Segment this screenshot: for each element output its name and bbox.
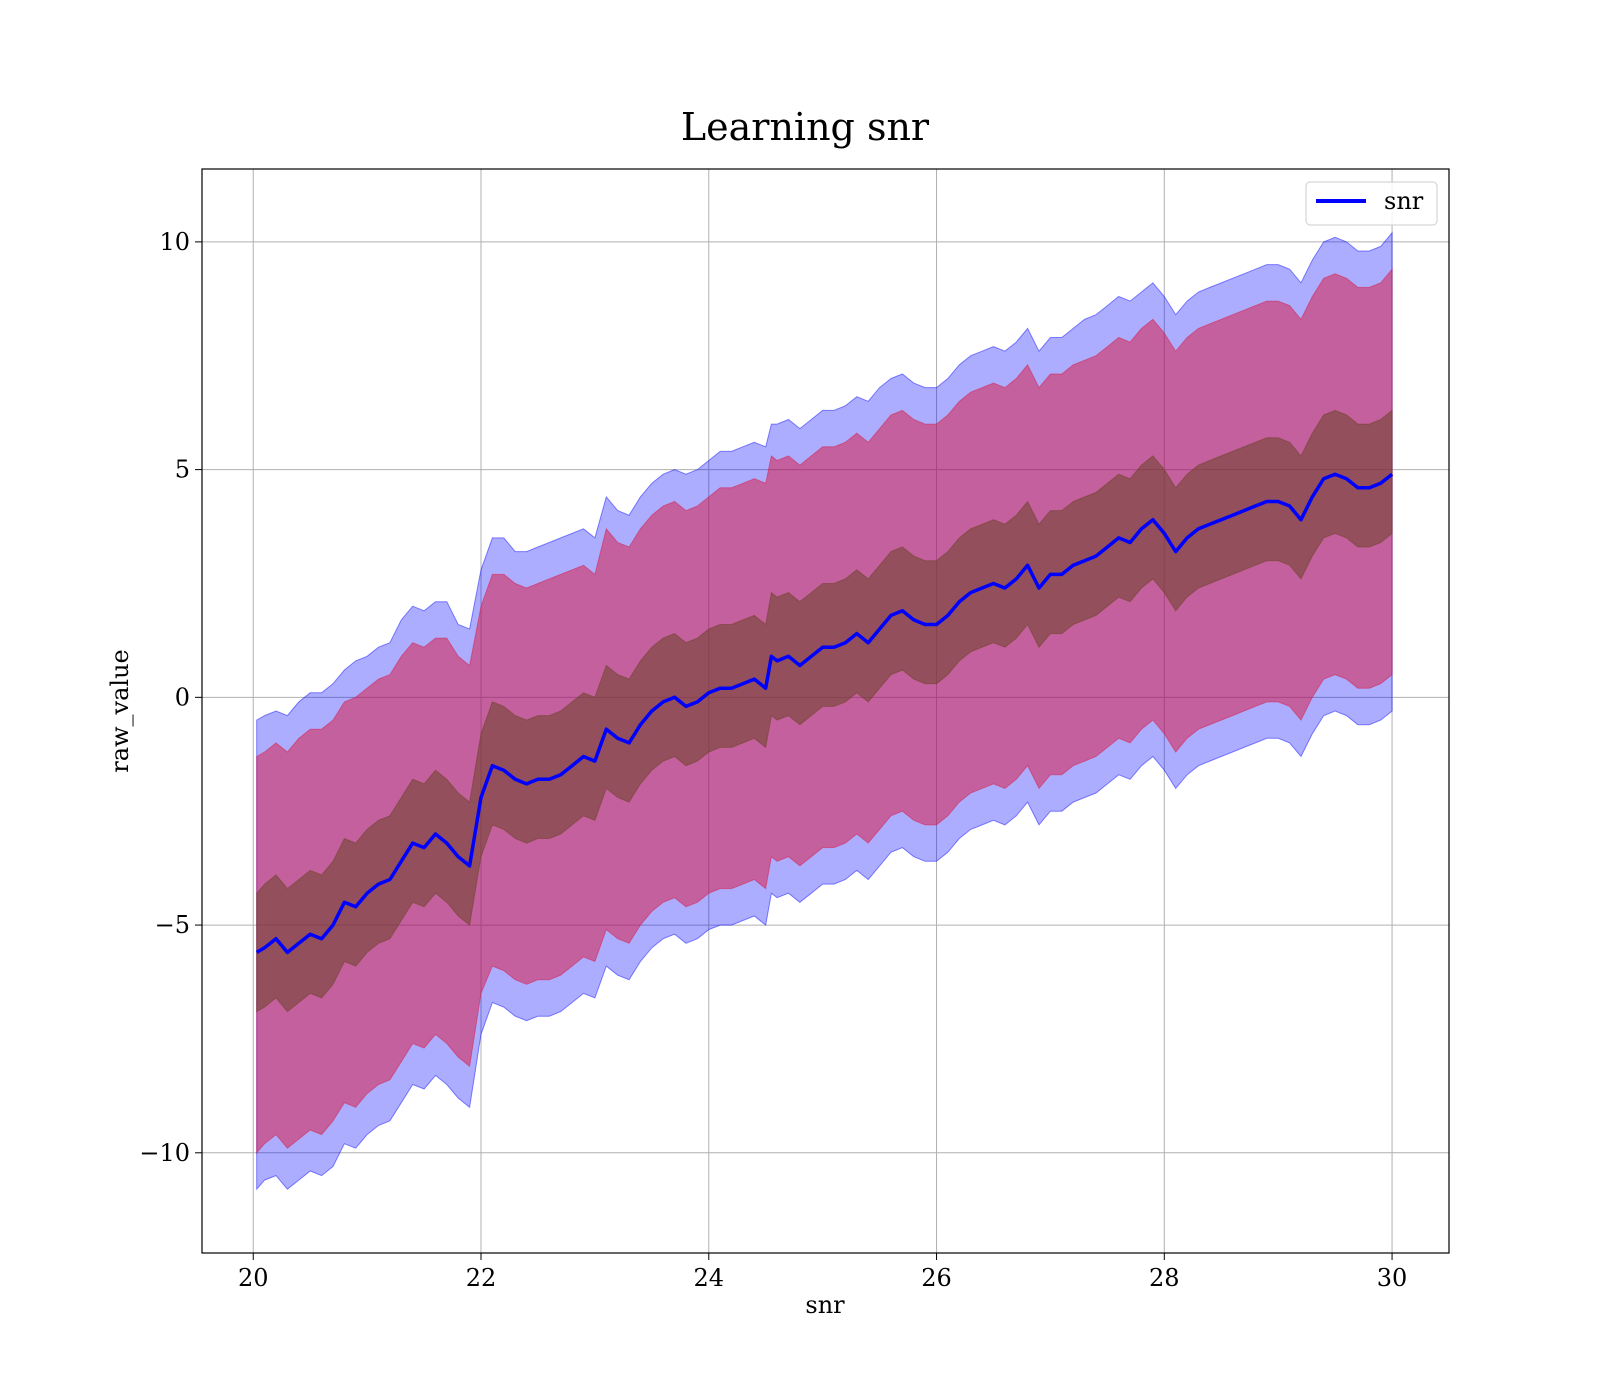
y-tick-label: 0 — [175, 683, 190, 711]
chart-title: Learning snr — [681, 105, 930, 149]
inner-band — [256, 409, 1393, 1013]
x-tick-label: 22 — [466, 1264, 497, 1292]
y-axis-ticks: −10 −5 0 5 10 — [139, 228, 202, 1167]
y-axis-label: raw_value — [106, 649, 134, 773]
y-tick-label: −10 — [139, 1139, 190, 1167]
y-tick-label: 10 — [159, 228, 190, 256]
x-axis-ticks: 20 22 24 26 28 30 — [238, 1253, 1407, 1292]
series-line-snr — [255, 472, 1394, 955]
plot-area — [201, 168, 1450, 1254]
y-tick-label: −5 — [155, 911, 190, 939]
series-lines — [255, 472, 1394, 955]
legend: snr — [1305, 181, 1438, 226]
legend-box — [1305, 181, 1438, 226]
plot-frame — [201, 168, 1450, 1254]
x-axis-label: snr — [805, 1291, 845, 1319]
x-tick-label: 30 — [1377, 1264, 1408, 1292]
middle-band — [256, 267, 1393, 1155]
x-tick-label: 20 — [238, 1264, 269, 1292]
y-tick-label: 5 — [175, 456, 190, 484]
x-tick-label: 26 — [921, 1264, 952, 1292]
x-tick-label: 28 — [1149, 1264, 1180, 1292]
legend-label-snr: snr — [1384, 187, 1424, 215]
x-tick-label: 24 — [693, 1264, 724, 1292]
bands — [256, 231, 1393, 1191]
